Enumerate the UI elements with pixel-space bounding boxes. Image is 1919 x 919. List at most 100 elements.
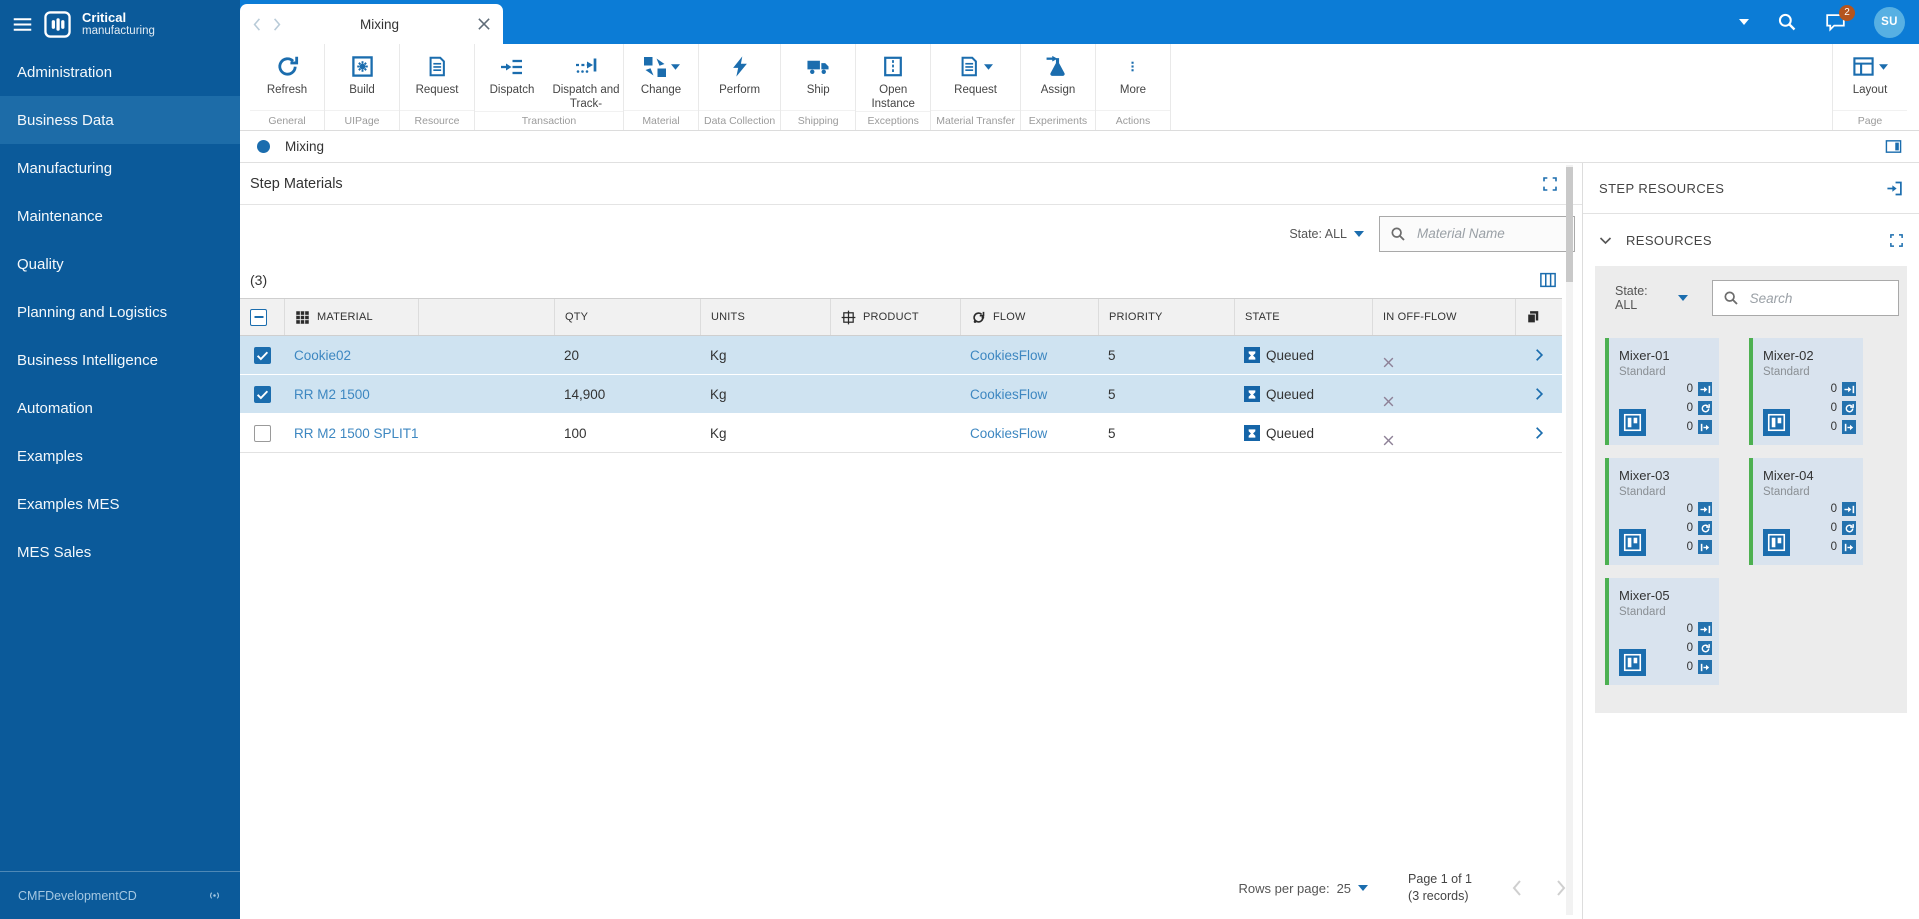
- sidebar-item-planning-and-logistics[interactable]: Planning and Logistics: [17, 303, 168, 321]
- ribbon-button-transaction-dispatch[interactable]: Dispatch: [475, 44, 549, 111]
- grid-header-in-off-flow[interactable]: IN OFF-FLOW: [1372, 299, 1515, 335]
- grid-header-copy-icon[interactable]: [1515, 299, 1562, 335]
- state-filter-dropdown[interactable]: State: ALL: [1289, 227, 1364, 241]
- resources-state-label: State: ALL: [1615, 284, 1648, 312]
- workspace-caret-icon[interactable]: [1739, 19, 1749, 25]
- panel-layout-icon[interactable]: [1885, 138, 1902, 155]
- grid-header-product[interactable]: PRODUCT: [830, 299, 960, 335]
- grid-header-row: MATERIAL QTY UNITS PRODUCT FLOW PRIORITY STATE…: [240, 298, 1562, 336]
- page-info-line2: (3 records): [1408, 889, 1469, 903]
- flow-link[interactable]: CookiesFlow: [970, 347, 1048, 363]
- tab-close-icon[interactable]: [478, 18, 490, 30]
- select-all-checkbox[interactable]: [250, 308, 267, 326]
- ribbon-button-exceptions-open-instance[interactable]: Open Instance: [856, 44, 930, 111]
- row-checkbox[interactable]: [253, 424, 271, 442]
- row-checkbox[interactable]: [253, 346, 271, 364]
- grid-header-col-2[interactable]: [418, 299, 554, 335]
- dock-panel-icon[interactable]: [1886, 180, 1903, 197]
- sidebar-item-business-data[interactable]: Business Data: [0, 96, 240, 144]
- sidebar-item-manufacturing[interactable]: Manufacturing: [17, 159, 113, 177]
- ribbon-button-uipage-build[interactable]: Build: [325, 44, 399, 110]
- flow-link[interactable]: CookiesFlow: [970, 386, 1048, 402]
- resource-card-mixer-05[interactable]: Mixer-05 Standard 0 0 0: [1605, 578, 1719, 685]
- flow-link[interactable]: CookiesFlow: [970, 425, 1048, 441]
- remove-off-flow-icon[interactable]: [1382, 434, 1505, 447]
- resource-kanban-icon[interactable]: [1763, 529, 1790, 556]
- sidebar-item-maintenance[interactable]: Maintenance: [17, 207, 103, 225]
- ribbon-button-general-refresh[interactable]: Refresh: [250, 44, 324, 110]
- ribbon-button-material-change[interactable]: Change: [624, 44, 698, 110]
- row-detail-chevron-icon[interactable]: [1532, 348, 1546, 362]
- avatar[interactable]: SU: [1874, 6, 1905, 38]
- counter-value: 0: [1830, 383, 1837, 395]
- ribbon-button-material-transfer-request[interactable]: Request: [939, 44, 1013, 110]
- resources-state-dropdown[interactable]: State: ALL: [1615, 284, 1688, 312]
- chevron-down-icon[interactable]: [1598, 233, 1613, 248]
- critical-manufacturing-logo-icon: [44, 10, 71, 38]
- resource-counter: 0: [1831, 540, 1856, 554]
- counter-value: 0: [1830, 402, 1837, 414]
- table-row-rr-m2-1500-split1[interactable]: RR M2 1500 SPLIT1 100 Kg CookiesFlow 5 Queued: [240, 414, 1562, 453]
- table-row-rr-m2-1500[interactable]: RR M2 1500 14,900 Kg CookiesFlow 5 Queued: [240, 375, 1562, 414]
- table-row-cookie02[interactable]: Cookie02 20 Kg CookiesFlow 5 Queued: [240, 336, 1562, 375]
- next-page-icon[interactable]: [1556, 880, 1566, 896]
- rows-per-page-dropdown[interactable]: Rows per page: 25: [1239, 881, 1369, 896]
- resource-kanban-icon[interactable]: [1619, 529, 1646, 556]
- ribbon-button-actions-more[interactable]: More: [1096, 44, 1170, 110]
- global-search-icon[interactable]: [1777, 12, 1797, 32]
- grid-header-qty[interactable]: QTY: [554, 299, 700, 335]
- grid-header-state[interactable]: STATE: [1234, 299, 1372, 335]
- ribbon-button-shipping-ship[interactable]: Ship: [781, 44, 855, 110]
- ribbon-button-experiments-assign[interactable]: Assign: [1021, 44, 1095, 110]
- sidebar-item-administration[interactable]: Administration: [17, 63, 113, 81]
- messages-icon[interactable]: 2: [1825, 4, 1855, 33]
- remove-off-flow-icon[interactable]: [1382, 356, 1505, 369]
- resource-card-mixer-02[interactable]: Mixer-02 Standard 0 0 0: [1749, 338, 1863, 445]
- expand-resources-icon[interactable]: [1889, 233, 1904, 248]
- sidebar-item-automation[interactable]: Automation: [17, 399, 93, 417]
- grid-header-label: IN OFF-FLOW: [1383, 311, 1457, 323]
- sidebar-item-business-intelligence[interactable]: Business Intelligence: [17, 351, 158, 369]
- resource-card-mixer-01[interactable]: Mixer-01 Standard 0 0 0: [1605, 338, 1719, 445]
- row-detail-chevron-icon[interactable]: [1532, 387, 1546, 401]
- previous-page-icon[interactable]: [1512, 880, 1522, 896]
- material-search-input[interactable]: [1415, 225, 1564, 242]
- remove-off-flow-icon[interactable]: [1382, 395, 1505, 408]
- resource-counter: 0: [1831, 401, 1856, 415]
- resource-name: Mixer-05: [1619, 588, 1670, 603]
- scrollbar-thumb[interactable]: [1566, 167, 1573, 282]
- ribbon-button-resource-request[interactable]: Request: [400, 44, 474, 110]
- row-checkbox[interactable]: [253, 385, 271, 403]
- material-link[interactable]: RR M2 1500: [294, 386, 370, 402]
- hamburger-menu-icon[interactable]: [12, 14, 33, 35]
- tab-mixing[interactable]: Mixing: [240, 4, 503, 44]
- grid-header-select-all[interactable]: [240, 299, 284, 335]
- resource-card-mixer-04[interactable]: Mixer-04 Standard 0 0 0: [1749, 458, 1863, 565]
- sidebar-item-mes-sales[interactable]: MES Sales: [17, 543, 92, 561]
- material-link[interactable]: RR M2 1500 SPLIT1: [294, 425, 418, 441]
- sidebar-item-examples[interactable]: Examples: [17, 447, 83, 465]
- row-detail-chevron-icon[interactable]: [1532, 426, 1546, 440]
- grid-header-units[interactable]: UNITS: [700, 299, 830, 335]
- column-chooser-icon[interactable]: [1539, 271, 1557, 289]
- state-cell: Queued: [1234, 425, 1372, 441]
- resource-kanban-icon[interactable]: [1619, 649, 1646, 676]
- resource-kanban-icon[interactable]: [1619, 409, 1646, 436]
- tab-scroll-right-icon[interactable]: [273, 17, 281, 31]
- sidebar-item-quality[interactable]: Quality: [17, 255, 64, 273]
- ribbon-button-page-layout[interactable]: Layout: [1833, 44, 1907, 110]
- resource-type: Standard: [1619, 366, 1666, 378]
- ribbon-button-transaction-dispatch-and-track[interactable]: Dispatch and Track-: [549, 44, 623, 111]
- grid-header-priority[interactable]: PRIORITY: [1098, 299, 1234, 335]
- material-link[interactable]: Cookie02: [294, 347, 352, 363]
- grid-header-flow[interactable]: FLOW: [960, 299, 1098, 335]
- expand-section-icon[interactable]: [1542, 176, 1558, 192]
- tab-scroll-left-icon[interactable]: [253, 17, 261, 31]
- vertical-scrollbar[interactable]: [1566, 165, 1573, 915]
- resource-kanban-icon[interactable]: [1763, 409, 1790, 436]
- grid-header-material[interactable]: MATERIAL: [284, 299, 418, 335]
- resources-search-input[interactable]: [1747, 289, 1888, 307]
- sidebar-item-examples-mes[interactable]: Examples MES: [17, 495, 120, 513]
- ribbon-button-data-collection-perform[interactable]: Perform: [703, 44, 777, 110]
- resource-card-mixer-03[interactable]: Mixer-03 Standard 0 0 0: [1605, 458, 1719, 565]
